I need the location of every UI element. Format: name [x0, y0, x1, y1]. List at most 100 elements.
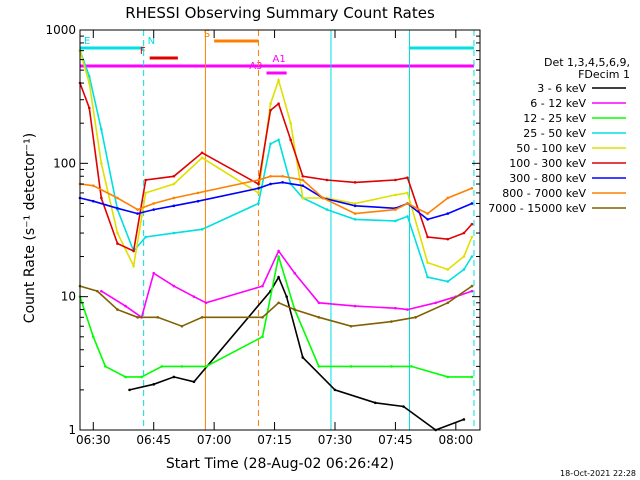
series-1-point — [277, 275, 280, 279]
series-6-point — [353, 181, 357, 184]
legend-title: Det 1,3,4,5,6,9, — [544, 56, 630, 69]
series-8-point — [257, 178, 260, 182]
series-9-point — [96, 289, 99, 293]
series-line-9 — [79, 285, 473, 328]
series-8-point — [321, 196, 325, 200]
series-8-point — [116, 196, 119, 200]
series-1-point — [333, 388, 337, 392]
series-1-point — [373, 401, 377, 405]
series-5-point — [277, 78, 280, 82]
series-2-point — [470, 289, 474, 293]
y-axis-label: Count Rate (s⁻¹ detector⁻¹) — [22, 133, 38, 323]
series-4-point — [462, 268, 466, 271]
series-9-point — [317, 316, 321, 319]
series-5-point — [462, 255, 466, 258]
flag-label-a1: A1 — [273, 54, 286, 65]
series-8-point — [196, 191, 200, 195]
series-4-point — [394, 219, 397, 223]
series-4-point — [172, 231, 176, 235]
series-3-point — [140, 375, 143, 379]
series-4-point — [257, 202, 260, 205]
series-8-point — [281, 174, 284, 178]
series-8-point — [406, 202, 409, 205]
series-7-point — [257, 186, 260, 190]
series-3-point — [446, 375, 450, 379]
series-7-point — [426, 218, 429, 221]
series-7-point — [470, 202, 474, 205]
series-3-point — [160, 365, 164, 368]
series-9-point — [349, 324, 353, 328]
series-2-point — [406, 308, 409, 311]
series-5-point — [100, 162, 103, 165]
series-9-point — [277, 301, 280, 305]
series-7-point — [196, 199, 200, 203]
series-2-point — [152, 271, 156, 275]
series-6-point — [132, 249, 135, 253]
series-3-point — [277, 255, 280, 258]
series-9-point — [156, 316, 160, 319]
series-3-point — [349, 365, 353, 368]
series-7-point — [353, 204, 357, 208]
series-2-point — [124, 304, 127, 308]
series-8-point — [136, 208, 139, 211]
series-5-point — [132, 264, 135, 268]
series-6-point — [301, 174, 305, 178]
series-1-point — [402, 405, 405, 408]
series-8-point — [394, 208, 397, 211]
legend-entry-label: 50 - 100 keV — [516, 142, 586, 155]
series-1-point — [301, 356, 305, 359]
series-3-point — [390, 365, 393, 368]
series-9-point — [116, 308, 119, 311]
y-tick-label: 1 — [68, 423, 76, 437]
series-5-point — [394, 193, 397, 197]
series-7-point — [172, 204, 176, 208]
series-4-point — [200, 228, 204, 231]
series-5-point — [289, 121, 292, 125]
series-1-point — [285, 295, 288, 298]
series-2-point — [277, 249, 280, 253]
series-6-point — [426, 235, 429, 239]
series-3-point — [91, 335, 95, 339]
flag-label-s: S — [204, 29, 210, 40]
series-4-point — [277, 138, 280, 142]
series-6-point — [87, 106, 91, 110]
x-axis-label: Start Time (28-Aug-02 06:26:42) — [166, 456, 394, 472]
series-8-point — [152, 202, 156, 205]
series-3-point — [317, 365, 321, 368]
series-6-point — [269, 108, 272, 112]
x-tick-label: 07:45 — [378, 433, 413, 447]
series-2-point — [394, 306, 397, 310]
series-4-point — [353, 218, 357, 221]
series-5-point — [301, 196, 305, 200]
series-9-point — [446, 301, 450, 305]
series-4-point — [87, 74, 91, 78]
series-line-8 — [79, 175, 473, 215]
series-8-point — [301, 178, 305, 182]
series-2-point — [192, 295, 196, 298]
series-9-point — [180, 324, 184, 328]
x-tick-label: 07:30 — [318, 433, 353, 447]
series-4-point — [269, 142, 272, 146]
series-5-point — [353, 202, 357, 205]
series-3-point — [104, 365, 107, 368]
x-tick-label: 06:30 — [76, 433, 111, 447]
series-1-point — [192, 380, 196, 384]
series-2-point — [204, 301, 208, 305]
series-3-point — [261, 335, 264, 339]
series-1-point — [128, 388, 131, 392]
series-6-point — [116, 242, 119, 245]
series-1-point — [462, 418, 466, 421]
timestamp: 18-Oct-2021 22:28 — [560, 469, 636, 478]
series-3-point — [470, 375, 474, 379]
plot-frame — [79, 29, 481, 431]
series-4-point — [470, 255, 474, 258]
series-1-point — [152, 383, 156, 386]
series-6-point — [325, 178, 329, 182]
series-5-point — [144, 191, 147, 195]
series-1-point — [172, 375, 176, 379]
legend-entry-label: 12 - 25 keV — [523, 112, 586, 125]
legend-entry-label: 25 - 50 keV — [523, 127, 586, 140]
y-tick-label: 10 — [61, 290, 76, 304]
series-5-point — [269, 102, 272, 106]
series-9-point — [293, 308, 297, 311]
